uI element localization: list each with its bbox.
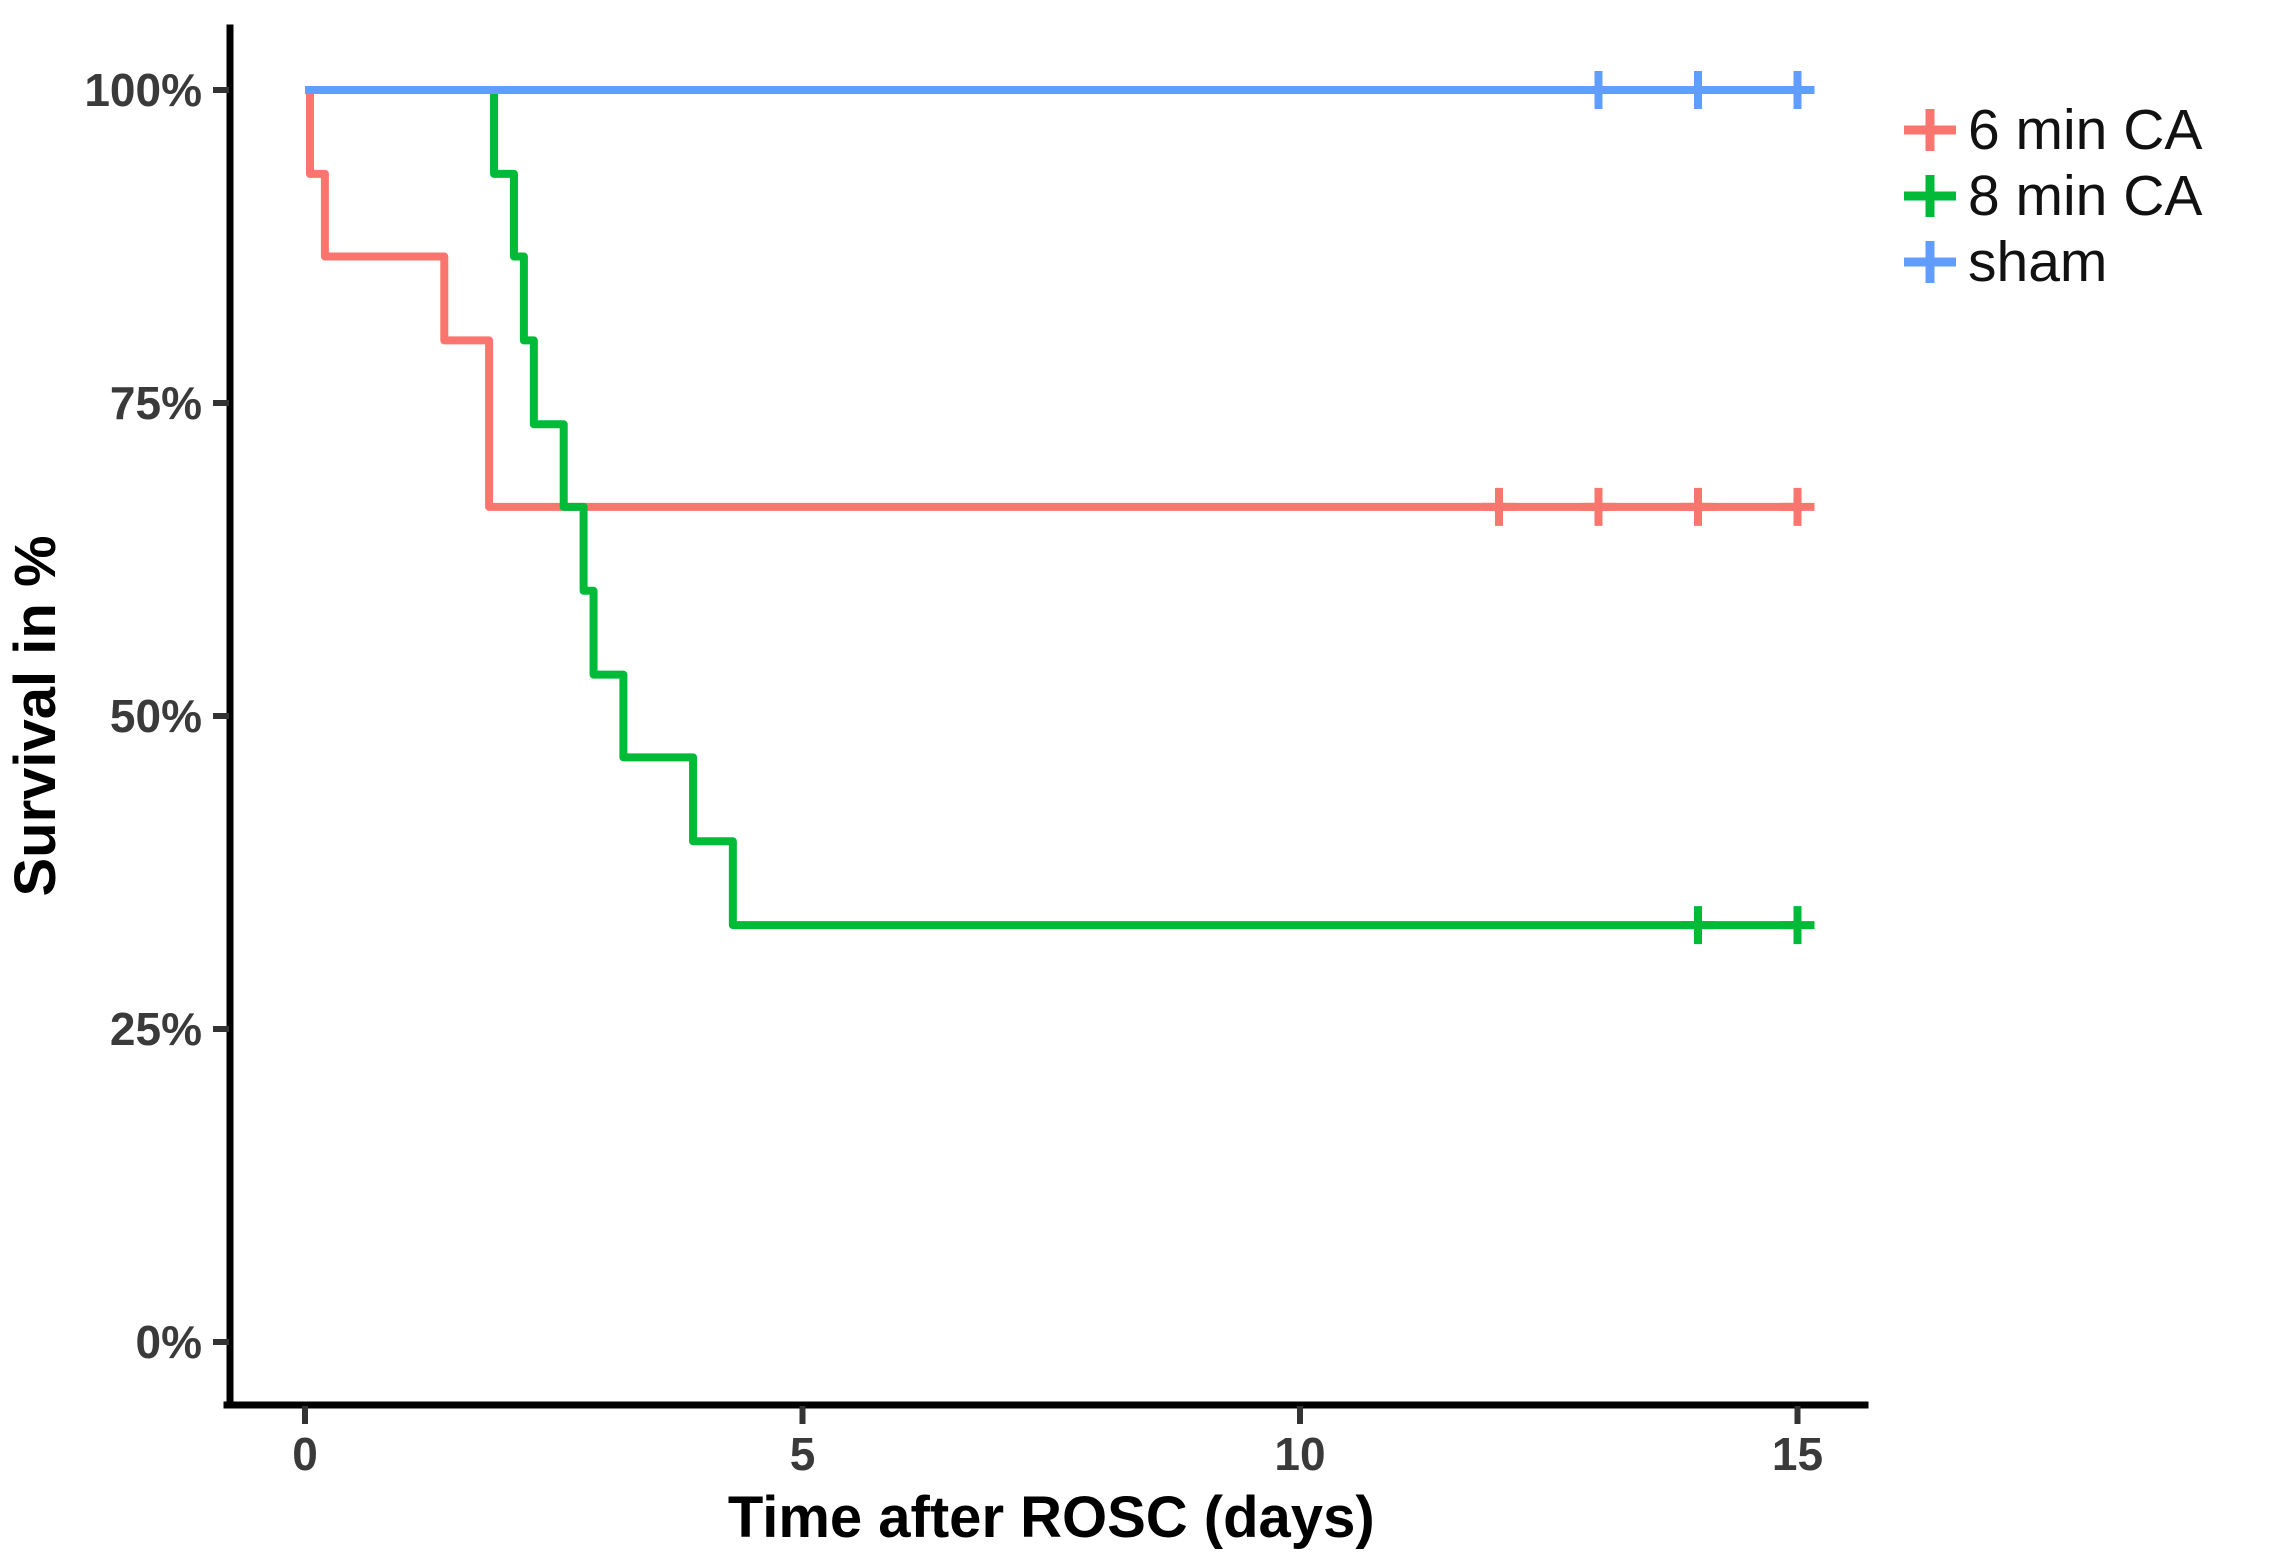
axes: 0% 25% 50% 75% 100% 0 5 10 15 xyxy=(84,24,1869,1480)
legend-label: sham xyxy=(1968,230,2107,294)
y-axis-title: Survival in % xyxy=(3,535,68,896)
y-tick-label: 50% xyxy=(110,690,202,742)
legend-label: 8 min CA xyxy=(1968,164,2202,228)
legend-entry-sham: sham xyxy=(1904,230,2107,294)
censor-marks xyxy=(1482,71,1815,945)
survival-curve-6-min-ca xyxy=(305,86,1798,511)
censor-marks-6-min-ca xyxy=(1482,487,1815,526)
y-tick-label: 0% xyxy=(136,1316,202,1368)
x-tick-label: 5 xyxy=(790,1428,816,1480)
legend-entry-8-min-ca: 8 min CA xyxy=(1904,164,2202,228)
axis-titles: Time after ROSC (days) Survival in % xyxy=(3,535,1375,1550)
x-tick-label: 10 xyxy=(1274,1428,1325,1480)
x-tick-label: 15 xyxy=(1772,1428,1823,1480)
censor-marks-sham xyxy=(1581,71,1815,109)
y-tick-label: 100% xyxy=(84,64,202,116)
legend-label: 6 min CA xyxy=(1968,98,2202,162)
y-tick-label: 25% xyxy=(110,1003,202,1055)
y-tick-label: 75% xyxy=(110,377,202,429)
x-tick-label: 0 xyxy=(292,1428,318,1480)
survival-curves xyxy=(305,86,1798,930)
legend-entry-6-min-ca: 6 min CA xyxy=(1904,98,2202,162)
survival-curve-8-min-ca xyxy=(305,86,1798,930)
censor-marks-8-min-ca xyxy=(1681,906,1815,945)
x-axis-title: Time after ROSC (days) xyxy=(728,1485,1375,1550)
